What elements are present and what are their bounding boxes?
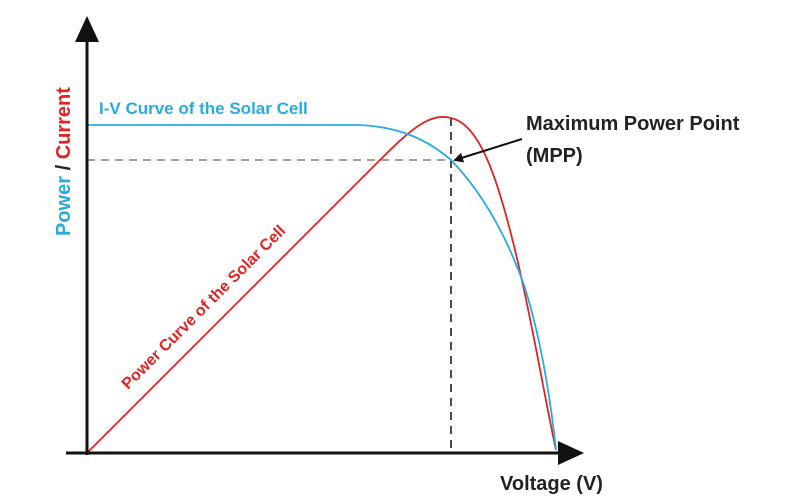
mpp-label-line2: (MPP) <box>526 145 583 167</box>
x-axis-arrowhead <box>558 441 584 465</box>
iv-curve <box>87 124 557 451</box>
y-axis-label-separator: / <box>53 159 75 176</box>
y-axis-arrowhead <box>75 16 99 42</box>
power-curve-label: Power Curve of the Solar Cell <box>119 222 289 392</box>
power-curve <box>86 116 557 454</box>
y-axis-label-current: Current <box>53 87 75 160</box>
mpp-pointer-arrow <box>453 138 523 163</box>
iv-curve-label: I-V Curve of the Solar Cell <box>99 99 308 118</box>
y-axis-label-power: Power <box>53 176 75 236</box>
y-axis-label: Power / Current <box>53 87 75 236</box>
mpp-label-line1: Maximum Power Point <box>526 113 740 135</box>
x-axis-label: Voltage (V) <box>500 473 603 495</box>
